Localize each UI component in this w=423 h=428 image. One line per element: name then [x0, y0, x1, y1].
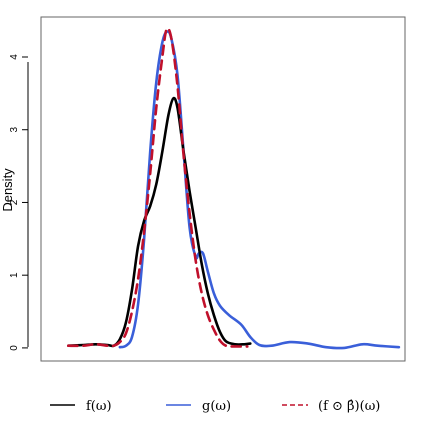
legend-item-g: g(ω) [166, 399, 231, 414]
legend-label: f(ω) [86, 399, 112, 414]
y-tick-label: 1 [9, 272, 20, 278]
y-tick-label: 4 [9, 54, 20, 60]
y-tick-label: 3 [9, 127, 20, 133]
series-f-beta-line [67, 26, 249, 348]
legend-label: (f ⊙ β̂)(ω) [318, 399, 380, 414]
y-tick-label: 2 [9, 199, 20, 205]
series-g-line [118, 30, 401, 350]
y-axis: 0 1 2 3 4 Density [0, 54, 29, 351]
series-layer [67, 26, 401, 350]
plot-frame [40, 16, 406, 362]
legend-item-f: f(ω) [50, 399, 112, 414]
legend-item-f-beta: (f ⊙ β̂)(ω) [282, 399, 380, 414]
y-axis-title: Density [0, 168, 15, 212]
y-tick-label: 0 [9, 345, 20, 351]
legend-label: g(ω) [202, 399, 231, 414]
legend: f(ω) g(ω) (f ⊙ β̂)(ω) [50, 399, 380, 414]
y-ticks: 0 1 2 3 4 [9, 54, 28, 351]
